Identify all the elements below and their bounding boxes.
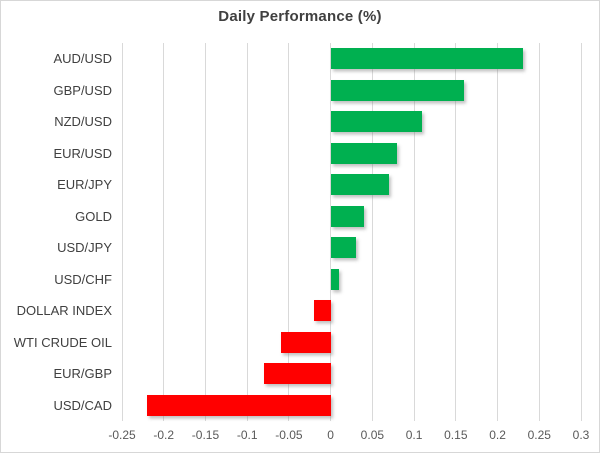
x-tick-label: 0.2: [489, 428, 506, 442]
x-tick-label: 0.05: [360, 428, 385, 442]
gridline: [204, 43, 206, 421]
category-label: NZD/USD: [54, 114, 112, 129]
plot-area: [121, 43, 582, 421]
x-tick-label: -0.05: [275, 428, 303, 442]
category-label: USD/CAD: [53, 397, 112, 413]
gridline: [413, 43, 415, 421]
bar-dollar-index: [313, 300, 331, 322]
bar-eur-gbp: [263, 363, 331, 385]
gridline: [371, 43, 373, 421]
x-tick-label: -0.2: [153, 428, 175, 442]
category-label: GOLD: [75, 208, 112, 224]
bar-eur-usd: [330, 142, 398, 164]
x-tick-label: 0.1: [405, 428, 423, 442]
category-label: USD/JPY: [57, 240, 112, 255]
x-tick-label: 0.25: [527, 428, 551, 442]
gridline: [538, 43, 540, 421]
category-label: EUR/USD: [53, 145, 112, 161]
bar-wti-crude-oil: [280, 331, 331, 353]
category-label: WTI CRUDE OIL: [13, 334, 112, 350]
x-tick-label: -0.1: [236, 428, 258, 442]
bar-usd-cad: [147, 394, 331, 416]
category-label: EUR/JPY: [57, 177, 112, 192]
gridline: [455, 43, 457, 421]
bar-usd-jpy: [330, 237, 356, 259]
gridline: [580, 43, 582, 421]
x-tick-label: -0.25: [108, 428, 136, 442]
gridline: [497, 43, 499, 421]
bar-eur-jpy: [330, 174, 390, 196]
x-tick-label: 0.3: [572, 428, 590, 442]
bar-nzd-usd: [330, 111, 423, 133]
category-label: EUR/GBP: [53, 366, 112, 381]
bar-gbp-usd: [330, 79, 465, 101]
gridline: [330, 43, 332, 421]
x-tick-label: 0: [327, 428, 334, 442]
bar-aud-usd: [330, 48, 523, 70]
category-label: DOLLAR INDEX: [16, 303, 112, 318]
chart-title: Daily Performance (%): [218, 8, 382, 25]
bar-usd-chf: [330, 268, 339, 290]
x-tick-label: -0.15: [191, 428, 220, 442]
gridline: [121, 43, 123, 421]
category-label: AUD/USD: [53, 51, 112, 66]
bar-gold: [330, 205, 364, 227]
category-label: USD/CHF: [54, 271, 112, 287]
gridline: [246, 43, 248, 421]
gridline: [288, 43, 290, 421]
category-label: GBP/USD: [53, 82, 112, 98]
x-tick-label: 0.15: [444, 428, 468, 442]
gridline: [163, 43, 165, 421]
